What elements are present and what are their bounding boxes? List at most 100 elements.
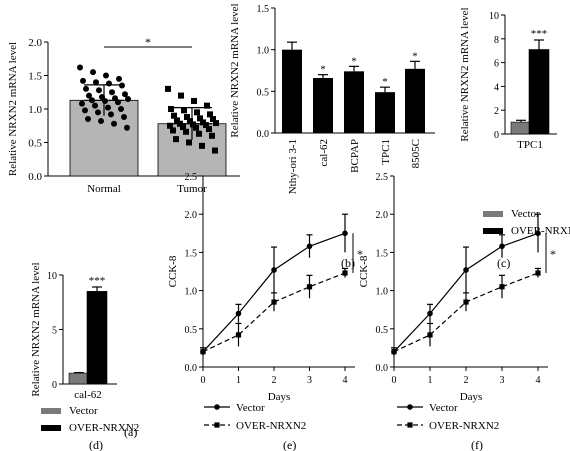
data-point bbox=[207, 111, 213, 118]
data-point bbox=[102, 97, 108, 104]
y-tick-label: 0.5 bbox=[257, 87, 270, 98]
significance-marker: *** bbox=[531, 28, 548, 40]
data-point bbox=[170, 127, 176, 134]
x-tick-label: 8505C bbox=[410, 139, 422, 168]
y-axis-label: Relative NRXN2 mRNA level bbox=[459, 7, 471, 141]
legend-label: Vector bbox=[69, 405, 98, 417]
legend-marker bbox=[407, 422, 413, 428]
data-point bbox=[173, 136, 179, 143]
panel-label-f: (f) bbox=[471, 438, 483, 451]
y-tick-label: 2.0 bbox=[376, 210, 389, 221]
y-axis-label: Relative NRXN2 mRNA level bbox=[229, 3, 241, 137]
y-tick-label: 2.0 bbox=[185, 210, 198, 221]
data-point bbox=[535, 230, 541, 237]
x-tick-label: 0 bbox=[201, 375, 206, 386]
data-point bbox=[92, 102, 98, 109]
significance-marker: * bbox=[351, 55, 357, 67]
x-tick-label: Tumor bbox=[177, 183, 207, 195]
panel-label-e: (e) bbox=[283, 438, 296, 451]
data-point bbox=[427, 310, 433, 317]
data-point bbox=[124, 124, 130, 131]
data-point bbox=[106, 80, 112, 87]
data-point bbox=[111, 120, 117, 127]
y-tick-label: 0.0 bbox=[376, 363, 389, 374]
x-tick-label: 0 bbox=[392, 375, 397, 386]
bar bbox=[405, 68, 425, 133]
legend-swatch bbox=[41, 408, 61, 414]
legend-label: OVER-NRXN2 bbox=[236, 420, 306, 432]
y-tick-label: 10 bbox=[489, 11, 499, 22]
data-point bbox=[200, 349, 206, 355]
data-point bbox=[306, 243, 313, 250]
data-point bbox=[85, 116, 91, 123]
panel-a: 0.0 0.5 1.0 1.5 2.0 Relative NRXN2 mRNA level… bbox=[7, 35, 240, 195]
significance-marker: *** bbox=[89, 275, 106, 287]
bar bbox=[68, 372, 90, 385]
y-tick-label: 1.0 bbox=[28, 104, 42, 116]
x-tick-label: TPC1 bbox=[380, 139, 392, 165]
significance-marker: * bbox=[550, 247, 556, 261]
bar bbox=[344, 71, 364, 133]
significance-marker: * bbox=[412, 50, 418, 62]
y-tick-label: 0.5 bbox=[376, 325, 389, 336]
data-point bbox=[190, 121, 196, 128]
data-point bbox=[103, 72, 109, 79]
panel-label-b: (b) bbox=[341, 256, 355, 270]
x-tick-label: cal-62 bbox=[318, 139, 330, 166]
y-tick-label: 0.5 bbox=[185, 325, 198, 336]
legend-label: OVER-NRXN2 bbox=[511, 225, 570, 237]
x-tick-label: 2 bbox=[272, 375, 277, 386]
legend-label: OVER-NRXN2 bbox=[69, 422, 139, 434]
y-tick-label: 0.0 bbox=[185, 363, 198, 374]
data-point bbox=[118, 106, 124, 112]
panel-label-c: (c) bbox=[497, 256, 510, 270]
data-point bbox=[108, 111, 114, 118]
panel-b: 0.0 0.5 1.0 1.5 Relative NRXN2 mRNA level Nth… bbox=[229, 3, 435, 194]
y-tick-label: 4 bbox=[494, 82, 499, 93]
data-point bbox=[119, 82, 125, 89]
data-point bbox=[194, 109, 200, 116]
legend-label: Vector bbox=[511, 208, 540, 220]
panel-c: 0 2 4 6 8 10 Relative NRXN2 mRNA level *** TPC1 V… bbox=[459, 7, 570, 237]
y-tick-label: 0 bbox=[52, 380, 57, 391]
data-point bbox=[168, 106, 174, 112]
data-point bbox=[199, 142, 205, 149]
x-tick-label: 3 bbox=[500, 375, 505, 386]
y-tick-label: 2.5 bbox=[185, 172, 198, 183]
data-point bbox=[499, 243, 505, 250]
data-point bbox=[79, 100, 85, 107]
data-point bbox=[271, 267, 277, 273]
y-axis-label: Relative NRXN2 mRNA level bbox=[7, 42, 19, 176]
y-tick-label: 1.0 bbox=[257, 46, 270, 57]
x-axis-label: Days bbox=[268, 391, 291, 403]
data-point bbox=[115, 99, 121, 106]
data-point bbox=[82, 107, 88, 114]
x-tick-label: Normal bbox=[87, 183, 121, 195]
data-point bbox=[178, 92, 184, 99]
data-point bbox=[89, 97, 95, 104]
x-tick-label: 1 bbox=[428, 375, 433, 386]
legend-label: Vector bbox=[236, 402, 265, 414]
series-line bbox=[202, 272, 346, 353]
data-point bbox=[122, 91, 128, 98]
y-tick-label: 5 bbox=[52, 326, 57, 337]
x-tick-label: TPC1 bbox=[517, 139, 543, 151]
y-tick-label: 2.0 bbox=[28, 37, 42, 49]
significance-marker: * bbox=[382, 76, 388, 88]
data-point bbox=[427, 332, 433, 338]
data-point bbox=[171, 112, 177, 119]
data-point bbox=[181, 107, 187, 114]
legend-label: Vector bbox=[429, 402, 458, 414]
data-point bbox=[535, 270, 541, 276]
x-tick-label: Nthy-ori 3-1 bbox=[287, 139, 299, 194]
y-tick-label: 8 bbox=[494, 35, 499, 46]
data-point bbox=[109, 89, 115, 96]
data-point bbox=[342, 230, 348, 237]
bar bbox=[86, 291, 108, 385]
panel-d: 0 5 10 Relative NRXN2 mRNA level *** cal-62 Ve… bbox=[30, 262, 139, 434]
data-point bbox=[93, 79, 99, 86]
significance-marker: * bbox=[145, 35, 151, 49]
y-tick-label: 2 bbox=[494, 106, 499, 117]
data-point bbox=[196, 130, 202, 137]
